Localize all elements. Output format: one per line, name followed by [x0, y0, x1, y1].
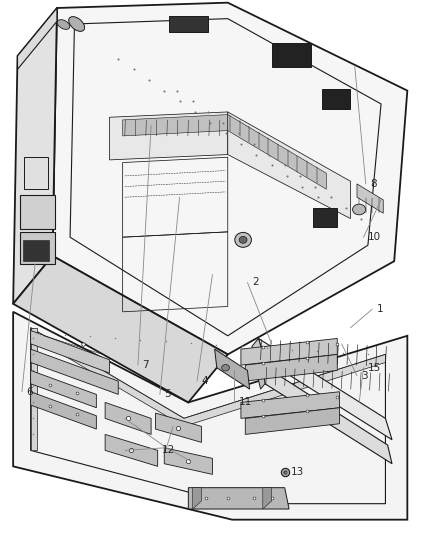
FancyBboxPatch shape — [322, 89, 350, 109]
Text: 1: 1 — [377, 304, 383, 314]
Ellipse shape — [57, 20, 70, 29]
Polygon shape — [258, 338, 392, 440]
Polygon shape — [24, 157, 48, 189]
Polygon shape — [20, 195, 55, 229]
Ellipse shape — [222, 365, 230, 371]
Polygon shape — [228, 112, 350, 219]
Polygon shape — [18, 8, 57, 69]
Polygon shape — [245, 354, 337, 381]
Polygon shape — [155, 413, 201, 442]
Ellipse shape — [235, 232, 251, 247]
Polygon shape — [357, 184, 383, 213]
Polygon shape — [263, 365, 392, 464]
Polygon shape — [228, 115, 326, 189]
Text: 4: 4 — [201, 376, 208, 386]
Polygon shape — [123, 115, 228, 136]
FancyBboxPatch shape — [23, 240, 49, 261]
Polygon shape — [31, 328, 385, 426]
Polygon shape — [20, 232, 55, 264]
Text: 12: 12 — [162, 446, 175, 455]
Polygon shape — [105, 402, 151, 434]
Text: 10: 10 — [368, 232, 381, 242]
Polygon shape — [13, 8, 57, 304]
Polygon shape — [164, 448, 212, 474]
Polygon shape — [188, 488, 289, 509]
Polygon shape — [31, 349, 118, 394]
Text: 3: 3 — [361, 371, 368, 381]
Text: 15: 15 — [368, 363, 381, 373]
Polygon shape — [13, 312, 407, 520]
Text: 13: 13 — [291, 467, 304, 477]
Polygon shape — [31, 330, 110, 373]
Ellipse shape — [69, 17, 85, 31]
Polygon shape — [241, 338, 337, 365]
Polygon shape — [31, 328, 37, 450]
Text: 8: 8 — [370, 179, 377, 189]
Polygon shape — [256, 365, 265, 389]
Text: 6: 6 — [26, 387, 33, 397]
Polygon shape — [53, 3, 407, 354]
Polygon shape — [13, 256, 228, 402]
Text: 5: 5 — [164, 390, 171, 399]
Polygon shape — [263, 488, 272, 509]
Text: 11: 11 — [239, 398, 252, 407]
Polygon shape — [241, 392, 339, 418]
Ellipse shape — [239, 237, 247, 243]
Polygon shape — [31, 392, 96, 429]
Text: 2: 2 — [252, 278, 258, 287]
Polygon shape — [193, 488, 201, 509]
Polygon shape — [31, 370, 96, 408]
Polygon shape — [105, 434, 158, 466]
Ellipse shape — [353, 204, 366, 215]
FancyBboxPatch shape — [272, 43, 311, 67]
Polygon shape — [245, 408, 339, 434]
FancyBboxPatch shape — [169, 16, 208, 32]
Polygon shape — [252, 338, 265, 368]
Polygon shape — [215, 349, 250, 389]
Text: 7: 7 — [142, 360, 149, 370]
Polygon shape — [110, 112, 228, 160]
FancyBboxPatch shape — [313, 208, 337, 227]
